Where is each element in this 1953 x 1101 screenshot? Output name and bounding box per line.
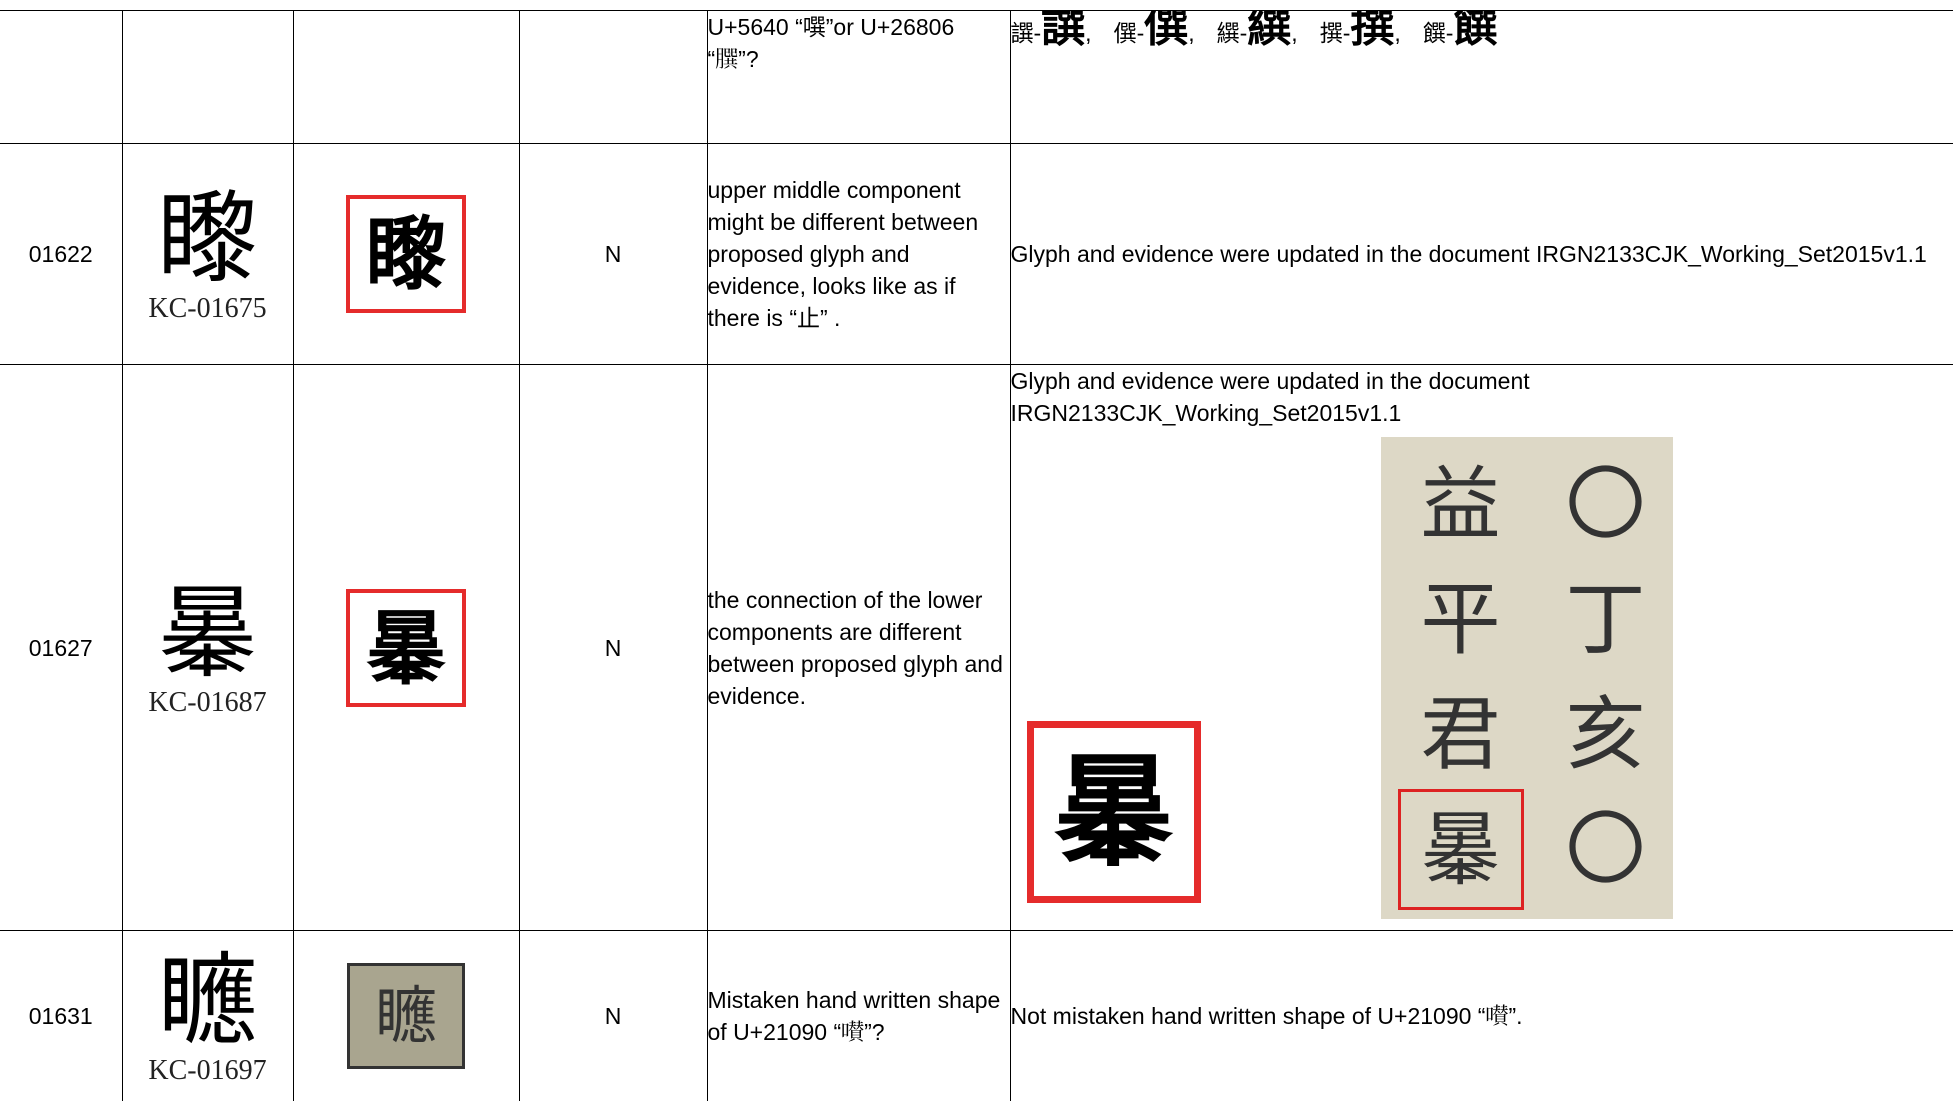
scan-char: 亥 <box>1565 688 1646 781</box>
comment: U+5640 “噀”or U+26806 “𦠆”? <box>706 10 1011 144</box>
id: 01631 <box>0 930 123 1101</box>
pair-source: 譔- <box>1010 20 1042 46</box>
pair-source: 僎- <box>1113 20 1145 46</box>
flag-cell <box>518 10 708 144</box>
source: KC-01675 <box>148 293 267 324</box>
row: 01631 𥌾 KC-01697 𥌾 N Mistaken hand writte… <box>0 930 1953 1101</box>
row: 01627 曓 KC-01687 曓 N the connection of th… <box>0 364 1953 931</box>
row: U+5640 “噀”or U+26806 “𦠆”? 譔-譔, 僎-僎, 繏-繏, 撰-… <box>0 10 1953 144</box>
pair-source: 撰- <box>1319 20 1351 46</box>
evidence: 𥌾 <box>347 963 465 1069</box>
pair-source: 饌- <box>1422 20 1454 46</box>
id: 01627 <box>0 364 123 931</box>
flag: N <box>518 143 708 365</box>
scan-char: 平 <box>1420 573 1501 666</box>
review-table: U+5640 “噀”or U+26806 “𦠆”? 譔-譔, 僎-僎, 繏-繏, 撰-… <box>0 10 1953 1101</box>
separator: , <box>1085 20 1092 46</box>
scan-char: 曓 <box>1397 789 1524 910</box>
evidence: 曓 <box>346 588 466 707</box>
pair-glyph: 饌 <box>1453 10 1498 52</box>
glyph-cell: 𥌾 KC-01697 <box>121 930 294 1101</box>
glyph-cell: 曓 KC-01687 <box>121 364 294 931</box>
separator: , <box>1394 20 1401 46</box>
comment: Mistaken hand written shape of U+21090 “… <box>706 930 1011 1101</box>
scan-char: 〇 <box>1565 458 1646 551</box>
scan-image: 益平君曓 〇丁亥〇 <box>1380 437 1673 919</box>
glyph: 𥌛 <box>157 180 258 297</box>
response-pairs: 譔-譔, 僎-僎, 繏-繏, 撰-撰, 饌-饌 <box>1010 10 1953 52</box>
separator: , <box>1188 20 1195 46</box>
evidence-cell <box>292 10 520 144</box>
pair-glyph: 撰 <box>1350 10 1395 52</box>
pair-glyph: 譔 <box>1041 10 1086 52</box>
row: 01622 𥌛 KC-01675 𥌛 N upper middle compone… <box>0 143 1953 365</box>
table-wrap: U+5640 “噀”or U+26806 “𦠆”? 譔-譔, 僎-僎, 繏-繏, 撰-… <box>0 10 1953 1101</box>
response: Glyph and evidence were updated in the d… <box>1009 143 1953 365</box>
pair-source: 繏- <box>1216 20 1248 46</box>
scan-char: 丁 <box>1565 573 1646 666</box>
response: Glyph and evidence were updated in the d… <box>1009 364 1953 931</box>
flag: N <box>518 364 708 931</box>
pair-glyph: 僎 <box>1144 10 1189 52</box>
scan-column: 益平君曓 <box>1397 447 1524 910</box>
evidence-cell: 𥌾 <box>292 930 520 1101</box>
comment: upper middle component might be differen… <box>706 143 1011 365</box>
evidence: 𥌛 <box>346 195 466 313</box>
response-text: Glyph and evidence were updated in the d… <box>1010 368 1530 426</box>
enlarged-evidence: 曓 <box>1026 721 1201 903</box>
id <box>0 10 123 144</box>
scan-char: 君 <box>1420 688 1501 781</box>
evidence-cell: 𥌛 <box>292 143 520 365</box>
separator: , <box>1291 20 1298 46</box>
response: 譔-譔, 僎-僎, 繏-繏, 撰-撰, 饌-饌 <box>1009 10 1953 144</box>
glyph: 𥌾 <box>157 942 258 1059</box>
scan-char: 益 <box>1420 458 1501 551</box>
glyph-cell <box>121 10 294 144</box>
source: KC-01687 <box>148 686 267 718</box>
id: 01622 <box>0 143 123 365</box>
scan-char: 〇 <box>1565 803 1646 896</box>
scan-column: 〇丁亥〇 <box>1546 447 1666 907</box>
response: Not mistaken hand written shape of U+210… <box>1009 930 1953 1101</box>
evidence-cell: 曓 <box>292 364 520 931</box>
pair-glyph: 繏 <box>1247 10 1292 52</box>
comment: the connection of the lower components a… <box>706 364 1011 931</box>
glyph: 曓 <box>157 573 258 691</box>
source: KC-01697 <box>148 1055 267 1086</box>
glyph-cell: 𥌛 KC-01675 <box>121 143 294 365</box>
flag: N <box>518 930 708 1101</box>
